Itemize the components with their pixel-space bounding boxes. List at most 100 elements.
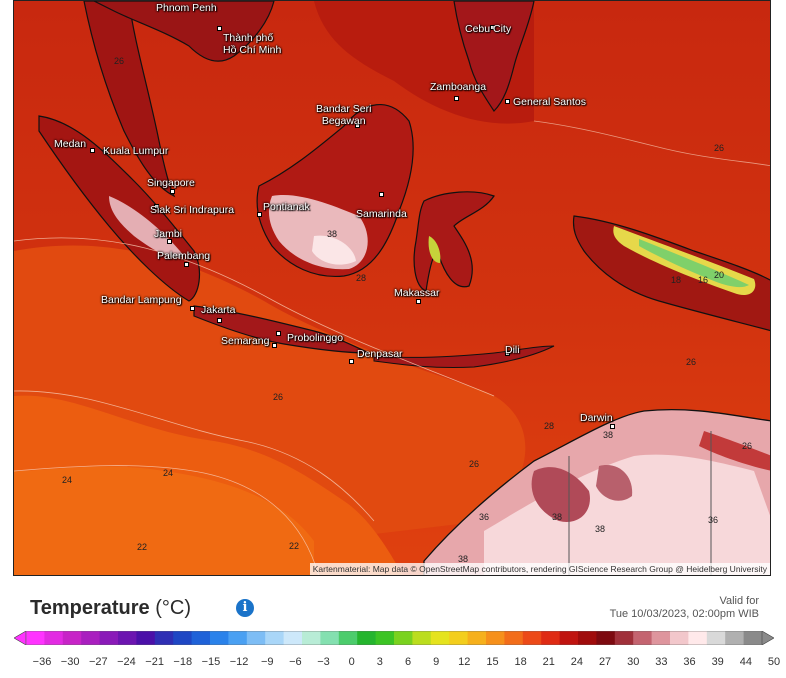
scale-tick-label: 9 xyxy=(433,656,440,668)
scale-swatch xyxy=(154,631,174,645)
scale-swatch xyxy=(62,631,82,645)
contour-label: 38 xyxy=(595,524,606,534)
australia-hot-core xyxy=(484,454,770,575)
city-marker xyxy=(190,306,195,311)
scale-swatch xyxy=(743,631,763,645)
city-marker xyxy=(217,318,222,323)
city-label[interactable]: Palembang xyxy=(157,250,211,262)
city-label[interactable]: Singapore xyxy=(147,177,195,189)
temperature-map[interactable]: 26 26 38 28 18 16 20 26 26 28 26 26 38 2… xyxy=(13,0,771,576)
city-label[interactable]: Bandar Seri Begawan xyxy=(316,103,372,127)
city-label[interactable]: Cebu City xyxy=(465,23,512,35)
city-label[interactable]: Pontianak xyxy=(263,201,310,213)
city-marker xyxy=(184,262,189,267)
scale-tick-label: −6 xyxy=(289,656,302,668)
scale-swatch xyxy=(541,631,561,645)
scale-swatch xyxy=(173,631,193,645)
scale-tick-label: −27 xyxy=(88,656,108,668)
philippines-islands xyxy=(453,1,535,112)
indochina-land xyxy=(93,1,275,62)
scale-swatch xyxy=(412,631,432,645)
contour-label: 22 xyxy=(137,542,148,552)
contour-label: 38 xyxy=(552,512,563,522)
scale-tick-label: 50 xyxy=(767,656,781,668)
city-label[interactable]: Kuala Lumpur xyxy=(103,145,169,157)
legend-unit: (°C) xyxy=(155,597,191,619)
scale-swatch xyxy=(596,631,616,645)
scale-swatch xyxy=(633,631,653,645)
city-label[interactable]: Makassar xyxy=(394,287,440,299)
info-icon[interactable]: i xyxy=(236,599,254,617)
isotherm-line-3 xyxy=(14,465,319,575)
scale-swatch xyxy=(578,631,597,645)
city-label[interactable]: Denpasar xyxy=(357,348,403,360)
city-label[interactable]: Jambi xyxy=(154,228,183,240)
city-label[interactable]: Siak Sri Indrapura xyxy=(150,204,235,216)
scale-swatch xyxy=(136,631,156,645)
map-attribution: Kartenmaterial: Map data © OpenStreetMap… xyxy=(309,563,770,575)
scale-tick-label: −9 xyxy=(260,656,274,668)
scale-tick-label: 15 xyxy=(486,656,499,668)
city-label[interactable]: Thành phố Hồ Chí Minh xyxy=(223,32,282,56)
sumatra-hot xyxy=(109,196,184,259)
city-label[interactable]: Zamboanga xyxy=(430,81,487,93)
scale-swatch xyxy=(467,631,487,645)
scale-swatch xyxy=(320,631,340,645)
scale-tick-label: 3 xyxy=(376,656,383,668)
city-label[interactable]: Medan xyxy=(54,138,87,150)
city-label[interactable]: Phnom Penh xyxy=(156,2,217,14)
contour-label: 26 xyxy=(714,143,725,153)
scale-swatch xyxy=(283,631,303,645)
contour-label: 24 xyxy=(62,475,73,485)
contour-label: 24 xyxy=(163,468,174,478)
isotherm-line-2 xyxy=(14,390,375,522)
scale-tick-label: 24 xyxy=(570,656,584,668)
ocean-band-22 xyxy=(14,466,314,575)
scale-swatch xyxy=(81,631,101,645)
city-label[interactable]: Samarinda xyxy=(356,208,407,220)
city-label[interactable]: General Santos xyxy=(513,96,586,108)
scale-swatch xyxy=(449,631,469,645)
city-label[interactable]: Jakarta xyxy=(201,304,236,316)
australia-coast-strip xyxy=(699,431,770,471)
contour-label: 20 xyxy=(714,270,725,280)
city-label[interactable]: Darwin xyxy=(580,412,613,424)
scale-swatch xyxy=(522,631,542,645)
scale-swatch xyxy=(228,631,248,645)
scale-tick-label: −24 xyxy=(117,656,136,668)
scale-arrow-left xyxy=(14,631,27,645)
city-label[interactable]: Semarang xyxy=(221,335,270,347)
map-canvas xyxy=(14,1,770,575)
legend-title-text: Temperature xyxy=(30,597,150,619)
scale-swatch xyxy=(559,631,579,645)
city-label[interactable]: Bandar Lampung xyxy=(101,294,182,306)
city-label[interactable]: Dili xyxy=(505,344,520,356)
contour-label: 36 xyxy=(479,512,490,522)
city-marker xyxy=(272,343,277,348)
scale-tick-label: −36 xyxy=(32,656,52,668)
city-label[interactable]: Probolinggo xyxy=(287,332,344,344)
scale-swatch xyxy=(706,631,726,645)
java-island xyxy=(193,305,370,354)
scale-swatch xyxy=(26,631,45,645)
contour-label: 28 xyxy=(356,273,367,283)
scale-tick-label: −12 xyxy=(229,656,249,668)
scale-swatch xyxy=(670,631,689,645)
scale-swatch xyxy=(375,631,395,645)
scale-swatch xyxy=(44,631,64,645)
city-marker xyxy=(167,239,172,244)
contour-label: 26 xyxy=(469,459,480,469)
color-scale-bar xyxy=(14,631,774,645)
valid-time-block: Valid for Tue 10/03/2023, 02:00pm WIB xyxy=(610,595,759,621)
contour-label: 28 xyxy=(544,421,555,431)
city-marker xyxy=(103,149,108,154)
city-marker xyxy=(505,351,510,356)
scale-tick-label: 0 xyxy=(348,656,355,668)
scale-swatch xyxy=(614,631,634,645)
city-marker xyxy=(505,99,510,104)
scale-tick-label: 44 xyxy=(739,656,752,668)
scale-tick-label: 18 xyxy=(514,656,527,668)
city-marker xyxy=(154,204,159,209)
scale-arrow-right xyxy=(761,631,774,645)
contour-label: 26 xyxy=(686,357,697,367)
